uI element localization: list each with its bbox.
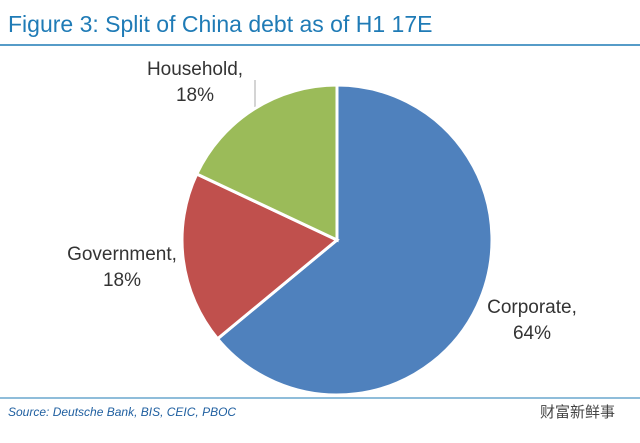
value-label: 18% (103, 270, 141, 291)
pie-slice (215, 83, 494, 397)
watermark: 财富新鲜事 (540, 403, 615, 421)
value-label: 64% (513, 323, 551, 344)
value-label: 18% (176, 85, 214, 106)
chart-title: Figure 3: Split of China debt as of H1 1… (8, 11, 432, 37)
pie-slice (194, 83, 339, 243)
slice-label: Corporate, (487, 297, 577, 318)
slice-label: Household, (147, 59, 243, 80)
source: Source: Deutsche Bank, BIS, CEIC, PBOC (8, 405, 236, 419)
slice-label: Government, (67, 244, 177, 265)
pie-slice (180, 172, 340, 341)
